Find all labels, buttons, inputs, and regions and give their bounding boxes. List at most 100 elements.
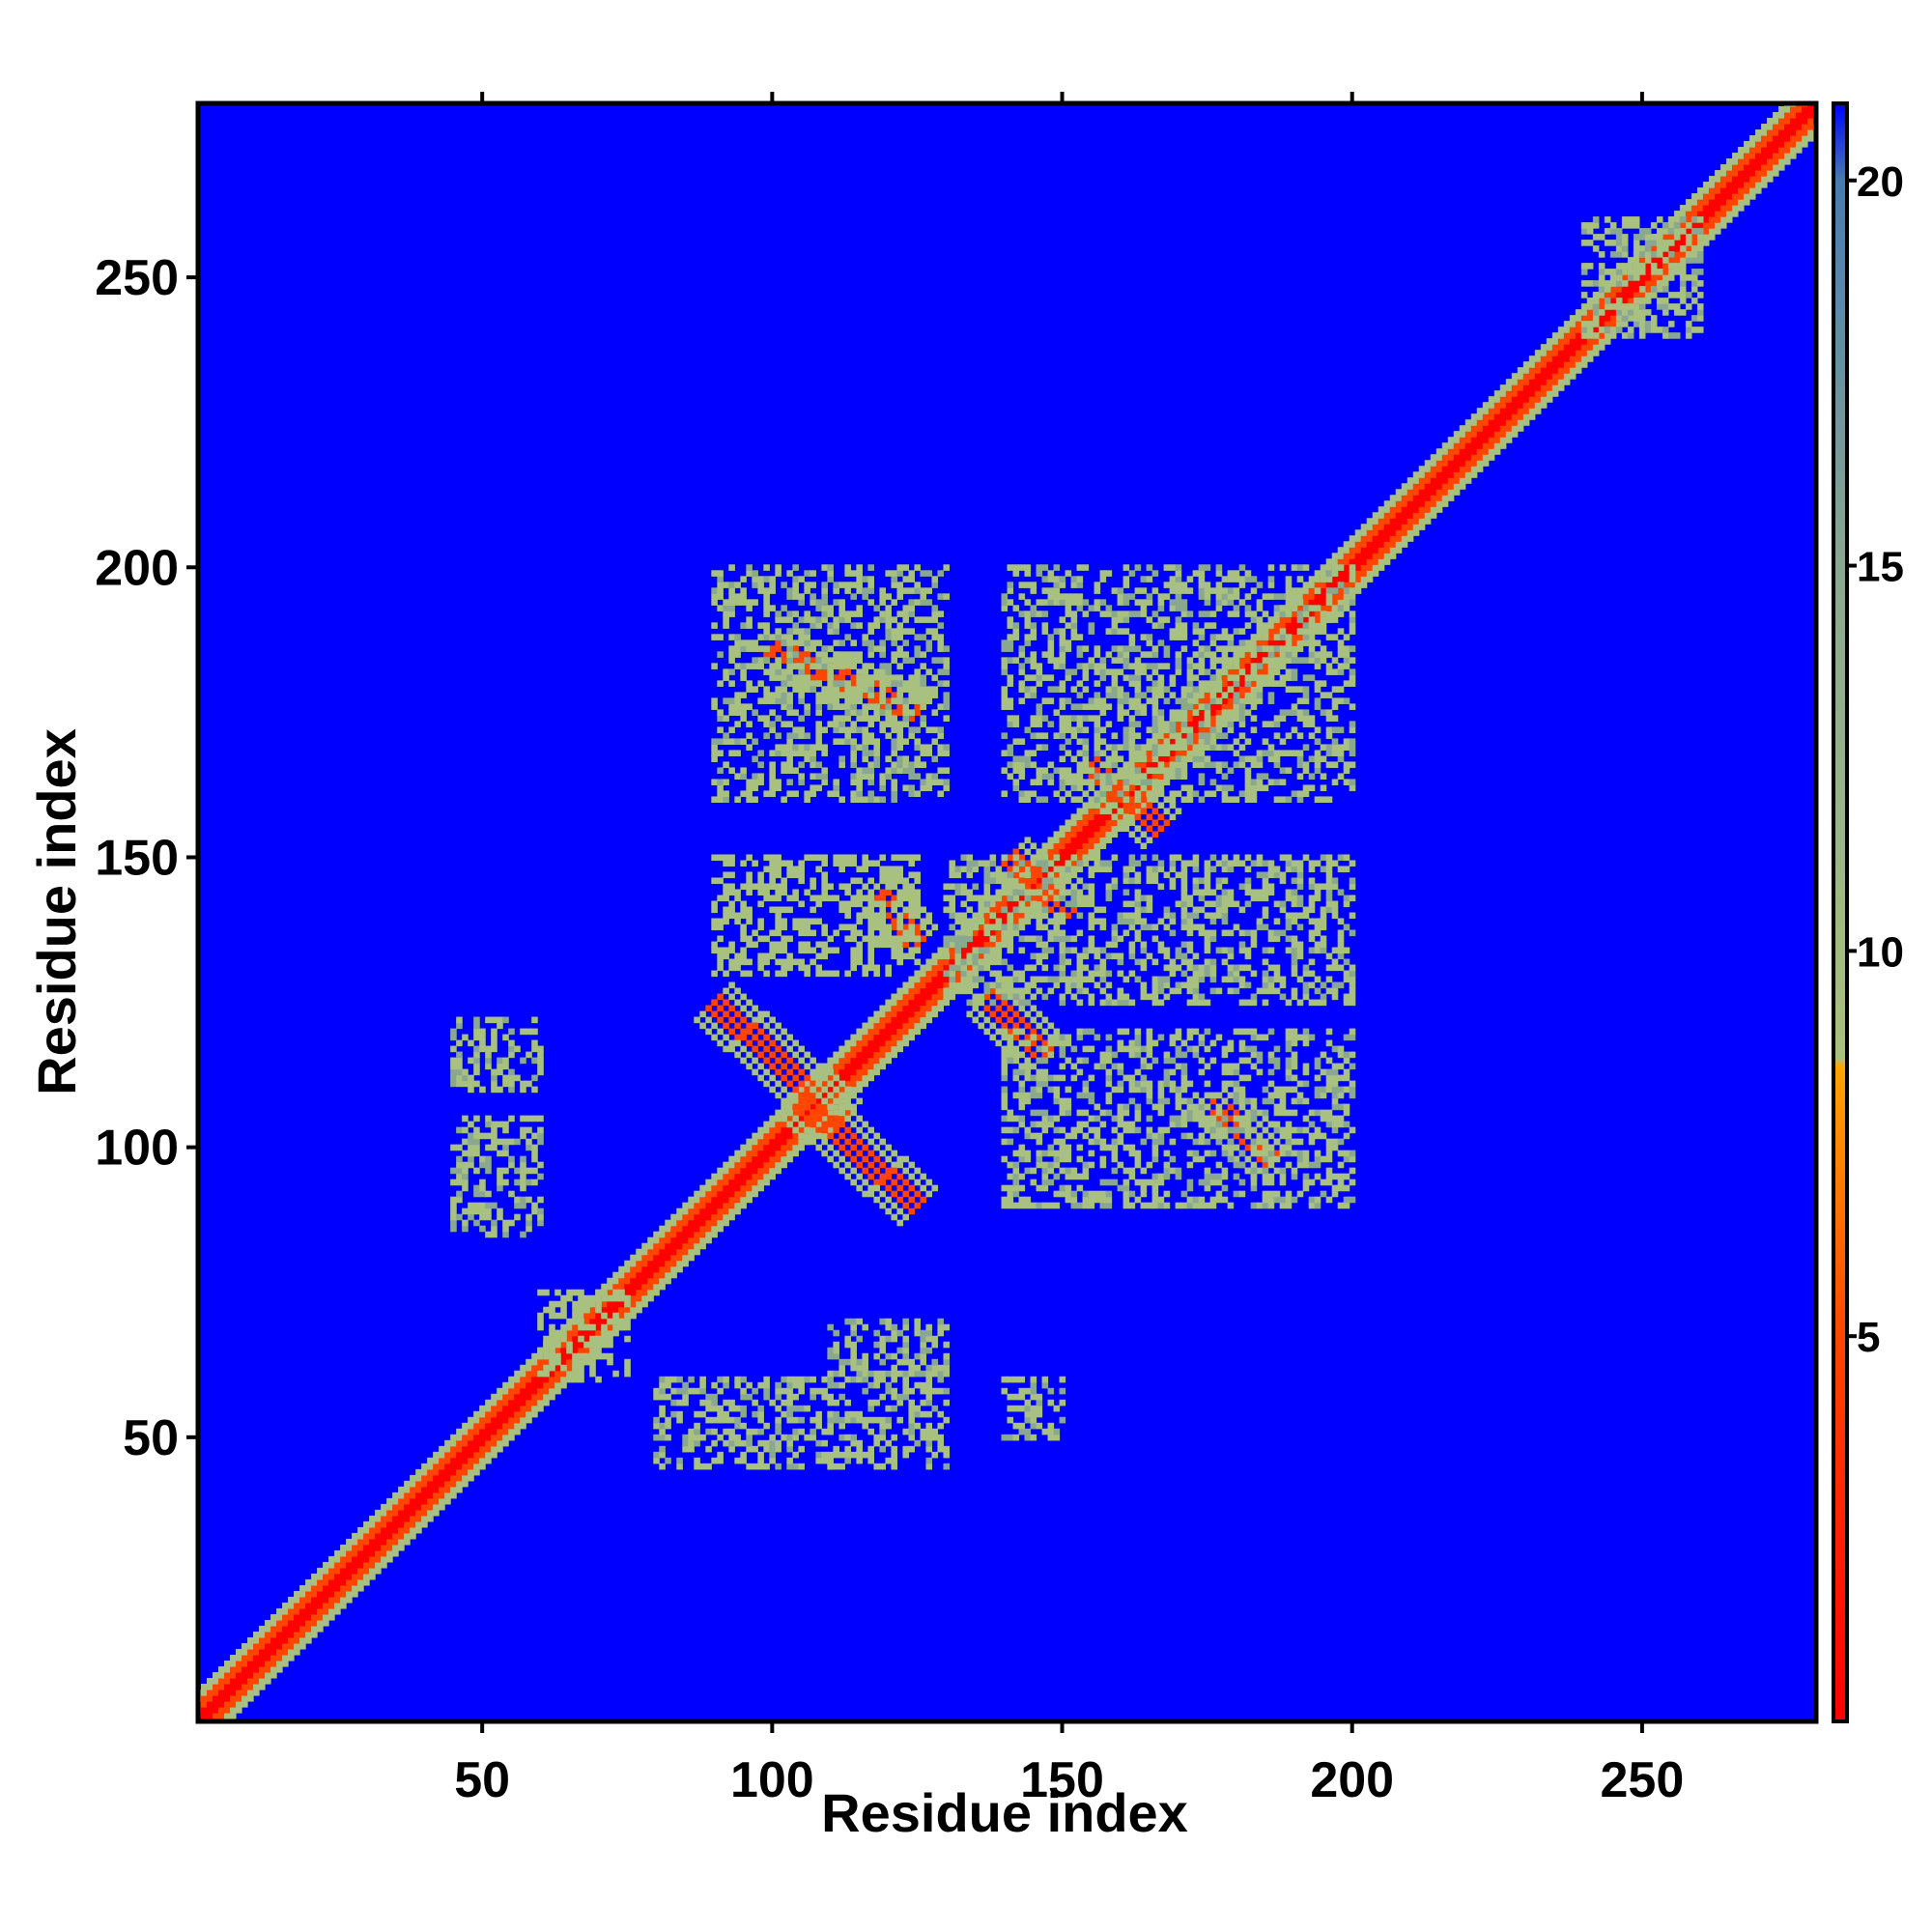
heatmap-cell xyxy=(1731,158,1739,165)
heatmap-cell xyxy=(323,1607,329,1615)
heatmap-cell xyxy=(937,958,945,966)
heatmap-cell xyxy=(717,796,724,804)
heatmap-cell xyxy=(1412,524,1420,530)
heatmap-cell xyxy=(1122,773,1130,781)
heatmap-cell xyxy=(641,1294,648,1302)
heatmap-cell xyxy=(1644,269,1652,275)
heatmap-cell xyxy=(1540,367,1548,374)
heatmap-cell xyxy=(612,1318,619,1325)
heatmap-cell xyxy=(323,1584,329,1592)
heatmap-cell xyxy=(908,1173,916,1180)
heatmap-cell xyxy=(543,1399,550,1406)
heatmap-cell xyxy=(520,1173,526,1180)
heatmap-cell xyxy=(1482,460,1490,467)
heatmap-cell xyxy=(728,1039,735,1047)
heatmap-cell xyxy=(1163,773,1171,781)
heatmap-cell xyxy=(317,1619,324,1627)
heatmap-cell xyxy=(1760,158,1768,165)
heatmap-cell xyxy=(1667,274,1675,281)
heatmap-cell xyxy=(815,952,822,960)
heatmap-cell xyxy=(433,1509,440,1517)
heatmap-cell xyxy=(1047,860,1055,867)
heatmap-cell xyxy=(902,1213,910,1221)
heatmap-cell xyxy=(867,889,875,896)
heatmap-cell xyxy=(850,895,857,902)
heatmap-cell xyxy=(450,1179,457,1186)
heatmap-cell xyxy=(746,1063,753,1070)
heatmap-cell xyxy=(1053,842,1061,850)
heatmap-cell xyxy=(282,1607,289,1615)
heatmap-cell xyxy=(398,1526,405,1534)
heatmap-cell xyxy=(873,1155,881,1163)
heatmap-cell xyxy=(578,1347,584,1354)
heatmap-cell xyxy=(810,750,816,756)
heatmap-cell xyxy=(346,1549,353,1557)
heatmap-cell xyxy=(746,970,753,978)
heatmap-cell xyxy=(717,738,724,745)
heatmap-cell xyxy=(972,1016,980,1024)
heatmap-cell xyxy=(1476,466,1484,472)
heatmap-cell xyxy=(589,1352,596,1360)
heatmap-cell xyxy=(1546,338,1553,345)
heatmap-cell xyxy=(456,1155,463,1163)
heatmap-cell xyxy=(815,1121,822,1128)
heatmap-cell xyxy=(879,1022,887,1030)
heatmap-cell xyxy=(1766,147,1774,154)
heatmap-cell xyxy=(502,1416,509,1424)
heatmap-cell xyxy=(346,1596,353,1604)
heatmap-cell xyxy=(1053,889,1061,896)
heatmap-cell xyxy=(746,599,753,606)
heatmap-cell xyxy=(242,1654,248,1662)
heatmap-cell xyxy=(763,1022,770,1030)
heatmap-cell xyxy=(456,1428,463,1435)
heatmap-cell xyxy=(392,1515,399,1522)
heatmap-cell xyxy=(595,1294,602,1302)
heatmap-cell xyxy=(357,1567,364,1575)
heatmap-cell xyxy=(294,1596,300,1604)
heatmap-cell xyxy=(1575,327,1582,333)
heatmap-cell xyxy=(792,726,799,733)
heatmap-cell xyxy=(1320,587,1327,594)
heatmap-cell xyxy=(549,1312,555,1320)
heatmap-cell xyxy=(1070,871,1078,879)
heatmap-cell xyxy=(1807,118,1814,125)
heatmap-cell xyxy=(763,854,770,862)
heatmap-cell xyxy=(804,796,810,804)
heatmap-cell xyxy=(717,1028,724,1036)
heatmap-cell xyxy=(902,952,910,960)
heatmap-cell xyxy=(259,1631,266,1638)
heatmap-cell xyxy=(804,1115,810,1122)
heatmap-cell xyxy=(746,790,753,798)
heatmap-cell xyxy=(1772,135,1779,142)
heatmap-cell xyxy=(798,1138,805,1146)
heatmap-cell xyxy=(1366,541,1374,548)
heatmap-cell xyxy=(1140,744,1148,751)
heatmap-cell xyxy=(1111,825,1119,833)
heatmap-cell xyxy=(1024,1022,1032,1030)
heatmap-cell xyxy=(1128,784,1136,792)
heatmap-cell xyxy=(810,895,816,902)
heatmap-cell xyxy=(815,964,822,972)
heatmap-cell xyxy=(1209,721,1217,727)
heatmap-cell xyxy=(728,1184,735,1192)
heatmap-cell xyxy=(404,1480,411,1488)
heatmap-cell xyxy=(1366,570,1374,577)
heatmap-cell xyxy=(1244,1144,1252,1151)
heatmap-cell xyxy=(862,663,869,669)
heatmap-cell xyxy=(815,709,822,716)
heatmap-cell xyxy=(746,958,753,966)
heatmap-cell xyxy=(925,918,933,925)
heatmap-cell xyxy=(1337,599,1345,606)
heatmap-cell xyxy=(1221,680,1229,687)
heatmap-cell xyxy=(810,1138,816,1146)
heatmap-cell xyxy=(983,918,991,925)
heatmap-cell xyxy=(491,1231,497,1238)
heatmap-cell xyxy=(850,1167,857,1175)
heatmap-cell xyxy=(896,941,904,949)
heatmap-cell xyxy=(526,1196,532,1204)
heatmap-cell xyxy=(375,1532,382,1540)
heatmap-cell xyxy=(896,900,904,908)
heatmap-cell xyxy=(815,744,822,751)
heatmap-cell xyxy=(1650,274,1658,281)
heatmap-cell xyxy=(473,1457,480,1464)
